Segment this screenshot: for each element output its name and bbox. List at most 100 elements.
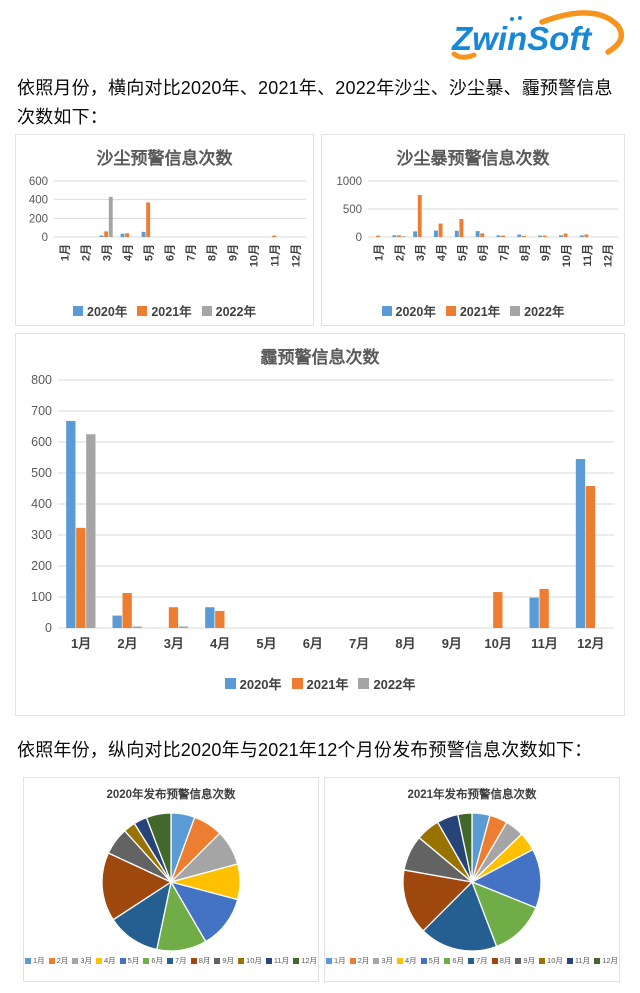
bar-2021年-3月 (168, 607, 179, 628)
legend-label: 2020年 (395, 305, 436, 319)
legend-label: 7月 (175, 956, 187, 965)
x-axis-label: 7月 (497, 244, 510, 261)
bar-2022年-2月 (132, 626, 142, 628)
bar-2021年-4月 (438, 223, 443, 237)
legend-marker-icon (515, 957, 522, 964)
bar-2022年-3月 (108, 196, 113, 237)
y-axis-tick-label: 600 (31, 435, 52, 449)
legend-marker-icon (445, 305, 456, 316)
legend-label: 2020年 (87, 305, 128, 319)
x-axis-label: 2月 (393, 244, 406, 261)
legend-marker-icon (96, 957, 102, 964)
legend-item: 3月 (373, 955, 393, 966)
x-axis-label: 7月 (185, 244, 198, 261)
legend-marker-icon (48, 957, 55, 964)
bar-2021年-2月 (122, 592, 132, 628)
bar-2020年-4月 (120, 233, 125, 237)
legend-item: 11月 (566, 955, 590, 966)
sandstorm-warning-bar-chart: 0 500 1000 1月 2月 3月 4月 5月 6月 7月 8月 9月 10月 11月 12月 (336, 176, 618, 267)
legend-label: 2022年 (215, 305, 256, 319)
bar-2022年-2月 (401, 236, 406, 237)
x-axis-label: 3月 (414, 244, 427, 261)
chart-title: 沙尘暴预警信息次数 (396, 149, 550, 168)
y-axis-tick-label: 200 (31, 559, 52, 573)
y-axis-tick-label: 600 (29, 176, 48, 188)
legend-marker-icon (293, 957, 300, 964)
dust-warning-bar-chart: 0 200 400 600 1月 2月 3月 4月 5月 6月 7月 8月 9月 10月 11月 12月 (29, 176, 306, 267)
legend-item: 2月 (48, 955, 69, 966)
legend-item: 2022年 (510, 301, 564, 320)
legend-marker-icon (510, 305, 521, 316)
chart-title: 2020年发布预警信息次数 (106, 789, 236, 801)
x-axis-label: 8月 (395, 636, 415, 651)
bar-2021年-8月 (521, 235, 526, 237)
legend-marker-icon (72, 957, 79, 964)
pie-slice-5月 (470, 848, 542, 909)
legend-item: 2022年 (358, 674, 415, 693)
legend-item: 2020年 (381, 301, 436, 320)
sandstorm-chart-legend: 2020年 2021年 2022年 (322, 301, 624, 320)
bar-2021年-4月 (125, 233, 130, 237)
legend-label: 4月 (104, 956, 116, 965)
legend-label: 12月 (602, 956, 619, 965)
haze-chart-legend: 2020年 2021年 2022年 (16, 674, 624, 693)
legend-label: 9月 (222, 956, 235, 965)
bar-2020年-1月 (66, 420, 76, 628)
legend-item: 6月 (444, 955, 464, 966)
dust-warning-chart-panel: 沙尘预警信息次数 0 200 400 600 1月 2月 3月 4月 5月 6月 7月 8月 9月 10月… (15, 134, 314, 326)
pie-2021-panel: 2021年发布预警信息次数 1月 2月 3月 4月 5月 6月 7月 8月 9月 10月 11月 12… (324, 777, 620, 982)
logo-dot-icon (510, 17, 514, 21)
legend-marker-icon (566, 957, 573, 964)
intro-paragraph-monthly: 依照月份，横向对比2020年、2021年、2022年沙尘、沙尘暴、霾预警信息次数… (17, 78, 613, 128)
legend-label: 2021年 (151, 305, 192, 319)
bar-2021年-11月 (539, 588, 549, 628)
haze-warning-bar-chart: 0 100 200 300 400 500 600 700 800 1月 2月 3月 4月 5月 6月 7月 8… (31, 373, 614, 651)
legend-item: 2月 (349, 955, 370, 966)
pie-slice-6月 (470, 880, 537, 948)
haze-warning-chart-panel: 霾预警信息次数 0 100 200 300 400 500 600 700 800 1月 2月 3月 4… (15, 333, 625, 716)
legend-item: 2021年 (291, 674, 348, 693)
bar-2022年-3月 (178, 626, 189, 628)
legend-marker-icon (468, 957, 475, 964)
legend-item: 11月 (265, 955, 290, 966)
legend-marker-icon (420, 957, 427, 964)
chart-title: 霾预警信息次数 (260, 348, 380, 367)
bar-2021年-6月 (480, 233, 485, 237)
x-axis-label: 8月 (206, 244, 219, 261)
bar-2020年-2月 (392, 235, 397, 237)
bar-2021年-10月 (563, 233, 568, 237)
legend-marker-icon (397, 957, 403, 964)
x-axis-label: 11月 (581, 244, 594, 267)
legend-marker-icon (224, 678, 236, 689)
legend-label: 2月 (56, 956, 69, 965)
legend-label: 2月 (357, 956, 370, 965)
legend-item: 2022年 (201, 301, 256, 320)
legend-marker-icon (143, 957, 150, 964)
bar-2020年-2月 (112, 615, 122, 628)
bar-2020年-4月 (205, 607, 215, 628)
x-axis-label: 5月 (256, 636, 276, 651)
legend-label: 5月 (127, 956, 140, 965)
chart-title: 沙尘预警信息次数 (96, 149, 233, 168)
x-axis-label: 4月 (435, 244, 448, 261)
legend-item: 2020年 (73, 301, 127, 320)
legend-marker-icon (214, 957, 221, 964)
x-axis-label: 1月 (71, 636, 91, 651)
y-axis-tick-label: 500 (343, 204, 362, 216)
pie-2020-legend: 1月 2月 3月 4月 5月 6月 7月 8月 9月 10月 11月 12月 (24, 955, 318, 966)
legend-item: 2021年 (137, 301, 192, 320)
legend-label: 11月 (273, 956, 290, 965)
legend-item: 10月 (238, 955, 262, 966)
legend-label: 4月 (405, 956, 417, 965)
legend-item: 12月 (293, 955, 317, 966)
bar-2020年-8月 (517, 234, 522, 237)
y-axis-tick-label: 500 (31, 466, 52, 480)
legend-item: 1月 (24, 955, 45, 966)
legend-item: 7月 (167, 955, 187, 966)
x-axis-label: 9月 (442, 636, 462, 651)
legend-marker-icon (358, 678, 370, 689)
legend-label: 2021年 (459, 305, 501, 319)
legend-marker-icon (137, 305, 148, 316)
legend-marker-icon (190, 957, 197, 964)
pie-slice-8月 (101, 852, 173, 921)
